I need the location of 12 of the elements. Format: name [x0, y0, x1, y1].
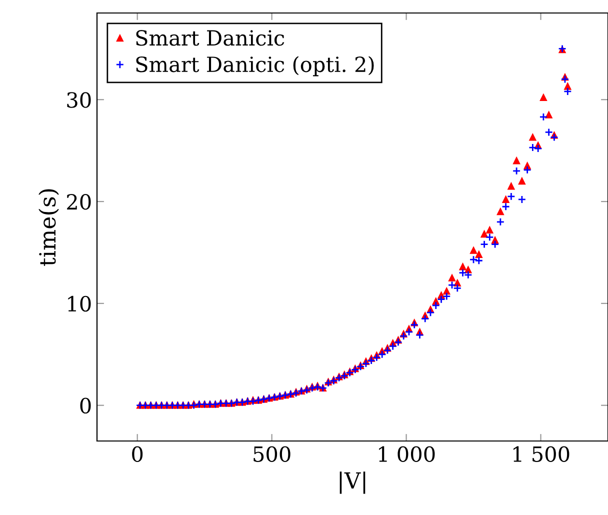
x-tick-label: 1 000	[379, 446, 435, 462]
x-axis-title: |V|	[340, 472, 366, 494]
y-tick-label: 20	[67, 194, 91, 210]
y-tick-label: 10	[68, 296, 91, 312]
x-tick-label: 0	[132, 446, 143, 462]
legend-label: Smart Danicic	[136, 30, 284, 46]
y-tick-label: 0	[80, 398, 91, 414]
x-tick-label: 1 500	[513, 446, 570, 462]
y-tick-label: 30	[67, 92, 91, 108]
legend-label: Smart Danicic (opti. 2)	[136, 56, 374, 76]
x-tick-label: 500	[254, 446, 290, 462]
y-axis-title: time(s)	[38, 189, 59, 266]
